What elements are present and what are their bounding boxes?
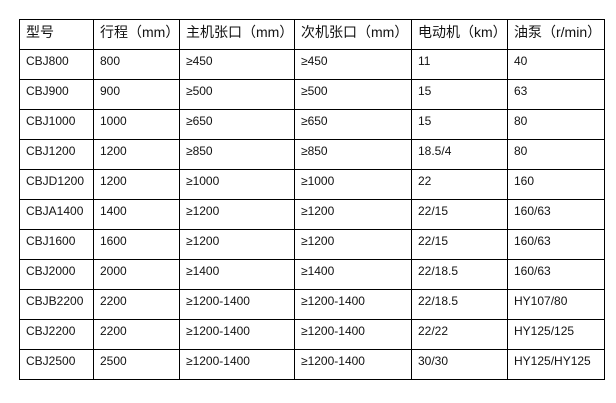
column-header: 型号 bbox=[19, 19, 94, 50]
table-cell: 22 bbox=[411, 169, 508, 200]
table-cell: 22/15 bbox=[411, 229, 508, 260]
table-cell: 2200 bbox=[93, 319, 180, 350]
table-cell: 22/15 bbox=[411, 199, 508, 230]
table-cell: CBJ800 bbox=[19, 49, 94, 80]
table-cell: ≥1200 bbox=[179, 199, 295, 230]
table-cell: 80 bbox=[507, 109, 605, 140]
table-cell: 22/18.5 bbox=[411, 259, 508, 290]
table-cell: 160/63 bbox=[507, 229, 605, 260]
table-cell: HY125/HY125 bbox=[507, 349, 605, 380]
table-cell: ≥1200 bbox=[294, 199, 412, 230]
table-row: CBJA1400 1400 ≥1200 ≥1200 22/15 160/63 bbox=[19, 199, 605, 230]
table-row: CBJ800 800 ≥450 ≥450 11 40 bbox=[19, 49, 605, 80]
table-cell: 1400 bbox=[93, 199, 180, 230]
table-cell: 63 bbox=[507, 79, 605, 110]
table-cell: ≥650 bbox=[179, 109, 295, 140]
table-cell: 11 bbox=[411, 49, 508, 80]
table-row: CBJ900 900 ≥500 ≥500 15 63 bbox=[19, 79, 605, 110]
column-header: 行程（mm） bbox=[93, 19, 180, 50]
table-cell: 2200 bbox=[93, 289, 180, 320]
table-row: CBJ2200 2200 ≥1200-1400 ≥1200-1400 22/22 HY12… bbox=[19, 319, 605, 350]
table-cell: CBJ1000 bbox=[19, 109, 94, 140]
table-cell: 1200 bbox=[93, 139, 180, 170]
table-cell: CBJA1400 bbox=[19, 199, 94, 230]
table-cell: CBJB2200 bbox=[19, 289, 94, 320]
table-cell: ≥1200-1400 bbox=[179, 319, 295, 350]
table-cell: 40 bbox=[507, 49, 605, 80]
column-header: 次机张口（mm） bbox=[294, 19, 412, 50]
table-row: CBJ2500 2500 ≥1200-1400 ≥1200-1400 30/30 HY12… bbox=[19, 349, 605, 380]
table-cell: CBJ2000 bbox=[19, 259, 94, 290]
table-cell: ≥1000 bbox=[179, 169, 295, 200]
table-cell: 18.5/4 bbox=[411, 139, 508, 170]
table-cell: ≥1200-1400 bbox=[179, 289, 295, 320]
table-cell: ≥450 bbox=[294, 49, 412, 80]
table-cell: CBJ1600 bbox=[19, 229, 94, 260]
table-cell: 15 bbox=[411, 109, 508, 140]
table-row: CBJ2000 2000 ≥1400 ≥1400 22/18.5 160/63 bbox=[19, 259, 605, 290]
table-cell: 1000 bbox=[93, 109, 180, 140]
table-cell: 80 bbox=[507, 139, 605, 170]
table-cell: ≥450 bbox=[179, 49, 295, 80]
table-cell: ≥1200-1400 bbox=[179, 349, 295, 380]
table-cell: 1200 bbox=[93, 169, 180, 200]
table-cell: ≥500 bbox=[179, 79, 295, 110]
table-cell: ≥1200-1400 bbox=[294, 319, 412, 350]
table-cell: ≥1000 bbox=[294, 169, 412, 200]
table-cell: CBJ1200 bbox=[19, 139, 94, 170]
table-cell: ≥850 bbox=[179, 139, 295, 170]
table-cell: ≥1200 bbox=[294, 229, 412, 260]
column-header: 电动机（km） bbox=[411, 19, 508, 50]
table-cell: 15 bbox=[411, 79, 508, 110]
table-cell: ≥650 bbox=[294, 109, 412, 140]
table-cell: ≥1200-1400 bbox=[294, 349, 412, 380]
table-cell: 1600 bbox=[93, 229, 180, 260]
table-row: CBJ1000 1000 ≥650 ≥650 15 80 bbox=[19, 109, 605, 140]
table-cell: 900 bbox=[93, 79, 180, 110]
table-cell: 30/30 bbox=[411, 349, 508, 380]
spec-table: 型号 行程（mm） 主机张口（mm） 次机张口（mm） 电动机（km） 油泵（r/min）… bbox=[19, 19, 605, 380]
table-cell: 160/63 bbox=[507, 259, 605, 290]
column-header: 油泵（r/min） bbox=[507, 19, 605, 50]
table-row: CBJ1600 1600 ≥1200 ≥1200 22/15 160/63 bbox=[19, 229, 605, 260]
table-cell: ≥1200 bbox=[179, 229, 295, 260]
table-cell: HY125/125 bbox=[507, 319, 605, 350]
table-row: CBJD1200 1200 ≥1000 ≥1000 22 160 bbox=[19, 169, 605, 200]
table-cell: ≥1400 bbox=[294, 259, 412, 290]
table-cell: CBJ900 bbox=[19, 79, 94, 110]
table-cell: 160 bbox=[507, 169, 605, 200]
table-cell: 160/63 bbox=[507, 199, 605, 230]
table-row: CBJB2200 2200 ≥1200-1400 ≥1200-1400 22/18.5 H… bbox=[19, 289, 605, 320]
table-cell: HY107/80 bbox=[507, 289, 605, 320]
table-header-row: 型号 行程（mm） 主机张口（mm） 次机张口（mm） 电动机（km） 油泵（r/min） bbox=[19, 19, 605, 50]
table-cell: ≥1400 bbox=[179, 259, 295, 290]
table-cell: 2500 bbox=[93, 349, 180, 380]
table-cell: 800 bbox=[93, 49, 180, 80]
table-cell: ≥1200-1400 bbox=[294, 289, 412, 320]
table-cell: 22/22 bbox=[411, 319, 508, 350]
table-cell: CBJD1200 bbox=[19, 169, 94, 200]
table-cell: CBJ2200 bbox=[19, 319, 94, 350]
table-cell: 2000 bbox=[93, 259, 180, 290]
column-header: 主机张口（mm） bbox=[179, 19, 295, 50]
table-cell: ≥850 bbox=[294, 139, 412, 170]
table-row: CBJ1200 1200 ≥850 ≥850 18.5/4 80 bbox=[19, 139, 605, 170]
table-cell: ≥500 bbox=[294, 79, 412, 110]
table-cell: 22/18.5 bbox=[411, 289, 508, 320]
table-cell: CBJ2500 bbox=[19, 349, 94, 380]
